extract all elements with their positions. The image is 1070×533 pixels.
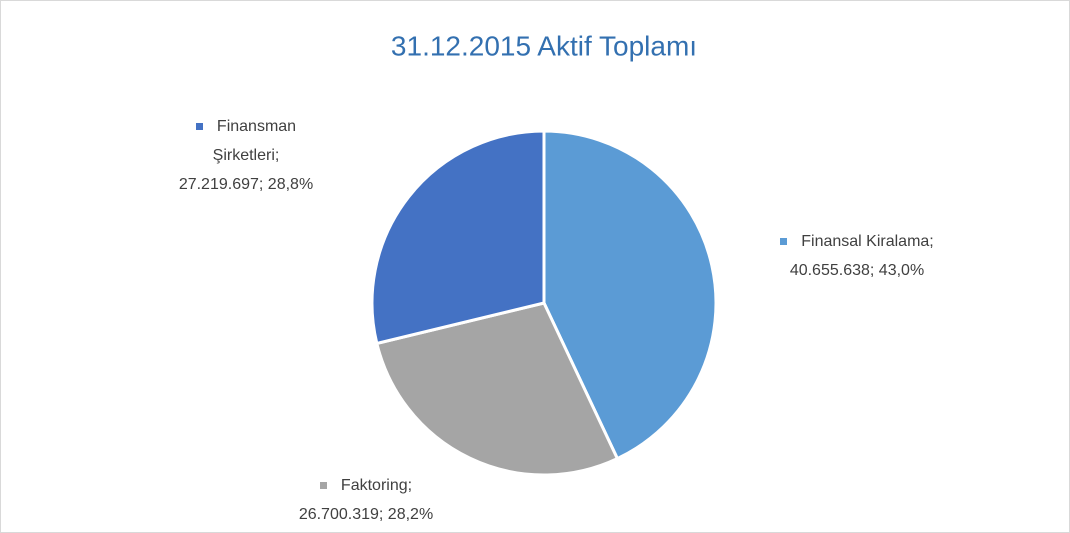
category-label: Finansal Kiralama; xyxy=(801,233,934,250)
pie-slice xyxy=(542,129,718,461)
data-label: Finansman Şirketleri; 27.219.697; 28,8% xyxy=(171,112,321,199)
label-marker xyxy=(195,123,203,131)
label-marker xyxy=(319,482,327,490)
value-label: 40.655.638; xyxy=(789,262,875,279)
category-label: Finansman Şirketleri; xyxy=(212,118,297,164)
percentage-label: 43,0% xyxy=(878,262,925,279)
percentage-label: 28,2% xyxy=(387,506,434,523)
value-label: 26.700.319; xyxy=(298,506,384,523)
pie-slice xyxy=(375,301,620,477)
data-label: Faktoring; 26.700.319; 28,2% xyxy=(241,471,491,529)
data-label: Finansal Kiralama; 40.655.638; 43,0% xyxy=(739,227,975,285)
value-label: 27.219.697; xyxy=(178,176,264,193)
chart-title: 31.12.2015 Aktif Toplamı xyxy=(391,30,697,61)
category-label: Faktoring; xyxy=(340,477,413,494)
value-line: 26.700.319; 28,2% xyxy=(241,500,491,529)
percentage-label: 28,8% xyxy=(267,176,314,193)
label-marker xyxy=(780,238,788,246)
value-line: 27.219.697; 28,8% xyxy=(171,170,321,199)
value-line: 40.655.638; 43,0% xyxy=(739,256,975,285)
pie-slice xyxy=(370,129,546,346)
